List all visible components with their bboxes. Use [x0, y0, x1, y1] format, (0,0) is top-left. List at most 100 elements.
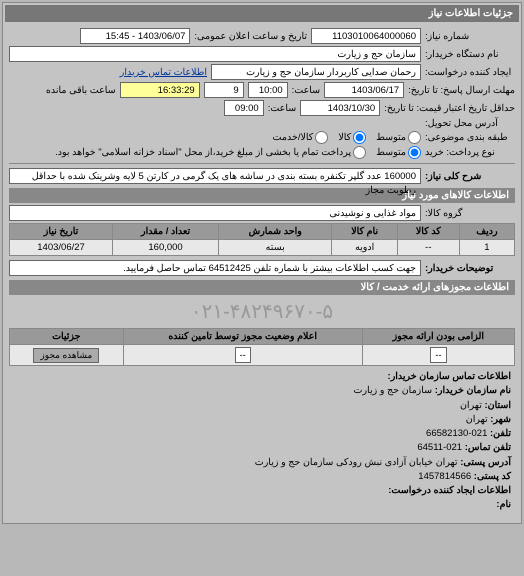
deadline-time: 10:00 [248, 82, 288, 98]
deadline-date: 1403/06/17 [324, 82, 404, 98]
province-value: تهران [460, 400, 482, 411]
city-label: شهر: [490, 414, 511, 425]
org-label: نام سازمان خریدار: [435, 385, 511, 396]
post-label: کد پستی: [474, 471, 511, 482]
pkg-opt-svc[interactable]: کالا/خدمت [273, 131, 329, 144]
perm-col-status: اعلام وضعیت مجوز توسط تامین کننده [123, 329, 362, 345]
desc-value: 160000 عدد گلپر تکنفره بسته بندی در ساشه… [9, 168, 421, 184]
row-pkg-type: طبقه بندی موضوعی: متوسط کالا کالا/خدمت [9, 131, 515, 144]
row-pay-type: نوع پرداخت: خرید متوسط پرداخت تمام یا بخ… [9, 146, 515, 159]
more-info-label: توضیحات خریدار: [425, 263, 515, 274]
col-unit: واحد شمارش [219, 224, 332, 240]
faded-phone: ۰۲۱-۴۸۲۴۹۶۷۰-۵ [9, 295, 515, 328]
pay-opt-pt[interactable]: پرداخت تمام یا بخشی از مبلغ خرید،از محل … [55, 146, 366, 159]
buyer-contact-link[interactable]: اطلاعات تماس خریدار [120, 67, 207, 78]
row-buyer-org: نام دستگاه خریدار: سازمان حج و زیارت [9, 46, 515, 62]
cell-code: -- [397, 240, 459, 256]
perm-cell-details: مشاهده مجوز [10, 345, 124, 366]
footer-info: اطلاعات تماس سازمان خریدار: نام سازمان خ… [9, 366, 515, 517]
pay-radio-group: متوسط پرداخت تمام یا بخشی از مبلغ خرید،ا… [55, 146, 421, 159]
remaining-time: 16:33:29 [120, 82, 200, 98]
pkg-radio-group: متوسط کالا کالا/خدمت [273, 131, 421, 144]
cell-row: 1 [459, 240, 514, 256]
row-deadline: مهلت ارسال پاسخ: تا تاریخ: 1403/06/17 سا… [9, 82, 515, 98]
pkg-radio-kala[interactable] [353, 131, 366, 144]
pkg-opt-kala[interactable]: کالا [338, 131, 366, 144]
phone-value: 021-66582130 [426, 428, 487, 439]
perm-col-req: الزامی بودن ارائه مجوز [362, 329, 514, 345]
perm-section-title: اطلاعات مجوزهای ارائه خدمت / کالا [9, 280, 515, 295]
public-date-label: تاریخ و ساعت اعلان عمومی: [194, 31, 307, 42]
panel-title: جزئیات اطلاعات نیاز [5, 5, 519, 22]
row-requester: ایجاد کننده درخواست: رحمان صدایی کاربردا… [9, 64, 515, 80]
validity-label: حداقل تاریخ اعتبار قیمت: تا تاریخ: [384, 103, 515, 114]
panel-body: شماره نیاز: 1103010064000060 تاریخ و ساع… [5, 22, 519, 521]
city-value: تهران [466, 414, 488, 425]
view-permit-button[interactable]: مشاهده مجوز [33, 348, 99, 363]
pkg-radio-svc[interactable] [315, 131, 328, 144]
row-more-info: توضیحات خریدار: جهت کسب اطلاعات بیشتر با… [9, 260, 515, 276]
pay-type-label: نوع پرداخت: خرید [425, 147, 515, 158]
buyer-org-value: سازمان حج و زیارت [9, 46, 421, 62]
phone-label: تلفن: [490, 428, 511, 439]
more-info-value: جهت کسب اطلاعات بیشتر با شماره تلفن 6451… [9, 260, 421, 276]
public-date-value: 1403/06/07 - 15:45 [80, 28, 190, 44]
pay-radio-med[interactable] [408, 146, 421, 159]
goods-table-header: ردیف کد کالا نام کالا واحد شمارش تعداد /… [10, 224, 515, 240]
perm-cell-status: -- [123, 345, 362, 366]
remaining-days: 9 [204, 82, 244, 98]
col-name: نام کالا [332, 224, 397, 240]
post-value: 1457814566 [418, 471, 471, 482]
col-row: ردیف [459, 224, 514, 240]
pkg-opt-med[interactable]: متوسط [376, 131, 421, 144]
footer-title: اطلاعات تماس سازمان خریدار: [388, 371, 511, 382]
addr-label: آدرس پستی: [460, 457, 511, 468]
province-label: استان: [484, 400, 511, 411]
fax-value: 021-64511 [417, 442, 462, 453]
perm-table: الزامی بودن ارائه مجوز اعلام وضعیت مجوز … [9, 328, 515, 366]
row-group: گروه کالا: مواد غذایی و نوشیدنی [9, 205, 515, 221]
org-value: سازمان حج و زیارت [354, 385, 433, 396]
cell-name: ادویه [332, 240, 397, 256]
row-delivery-addr: آدرس محل تحویل: [9, 118, 515, 129]
col-date: تاریخ نیاز [10, 224, 113, 240]
goods-table: ردیف کد کالا نام کالا واحد شمارش تعداد /… [9, 223, 515, 256]
delivery-addr-label: آدرس محل تحویل: [425, 118, 515, 129]
cell-date: 1403/06/27 [10, 240, 113, 256]
col-qty: تعداد / مقدار [113, 224, 219, 240]
desc-label: شرح کلی نیاز: [425, 171, 515, 182]
validity-date: 1403/10/30 [300, 100, 380, 116]
remaining-label: ساعت باقی مانده [46, 85, 116, 96]
row-number: شماره نیاز: 1103010064000060 تاریخ و ساع… [9, 28, 515, 44]
time-label-1: ساعت: [292, 85, 321, 96]
buyer-org-label: نام دستگاه خریدار: [425, 49, 515, 60]
row-validity: حداقل تاریخ اعتبار قیمت: تا تاریخ: 1403/… [9, 100, 515, 116]
pkg-type-label: طبقه بندی موضوعی: [425, 132, 515, 143]
number-label: شماره نیاز: [425, 31, 515, 42]
requester-value: رحمان صدایی کاربردار سازمان حج و زیارت [211, 64, 421, 80]
cell-unit: بسته [219, 240, 332, 256]
perm-col-details: جزئیات [10, 329, 124, 345]
requester-label: ایجاد کننده درخواست: [425, 67, 515, 78]
pay-radio-pt[interactable] [353, 146, 366, 159]
pkg-radio-med[interactable] [408, 131, 421, 144]
group-label: گروه کالا: [425, 208, 515, 219]
perm-table-header: الزامی بودن ارائه مجوز اعلام وضعیت مجوز … [10, 329, 515, 345]
creator-section: اطلاعات ایجاد کننده درخواست: [388, 485, 511, 496]
details-panel: جزئیات اطلاعات نیاز شماره نیاز: 11030100… [2, 2, 522, 524]
validity-time: 09:00 [224, 100, 264, 116]
number-value: 1103010064000060 [311, 28, 421, 44]
fax-label: تلفن تماس: [465, 442, 511, 453]
pay-opt-med[interactable]: متوسط [376, 146, 421, 159]
col-code: کد کالا [397, 224, 459, 240]
goods-section-title: اطلاعات کالاهای مورد نیاز [9, 188, 515, 203]
time-label-2: ساعت: [268, 103, 297, 114]
addr-value: تهران خیابان آزادی نبش رودکی سازمان حج و… [255, 457, 458, 468]
row-desc: شرح کلی نیاز: 160000 عدد گلپر تکنفره بست… [9, 168, 515, 184]
deadline-label: مهلت ارسال پاسخ: تا تاریخ: [408, 85, 515, 96]
perm-table-row: -- -- مشاهده مجوز [10, 345, 515, 366]
cell-qty: 160,000 [113, 240, 219, 256]
goods-table-row: 1 -- ادویه بسته 160,000 1403/06/27 [10, 240, 515, 256]
perm-cell-req: -- [362, 345, 514, 366]
group-value: مواد غذایی و نوشیدنی [9, 205, 421, 221]
